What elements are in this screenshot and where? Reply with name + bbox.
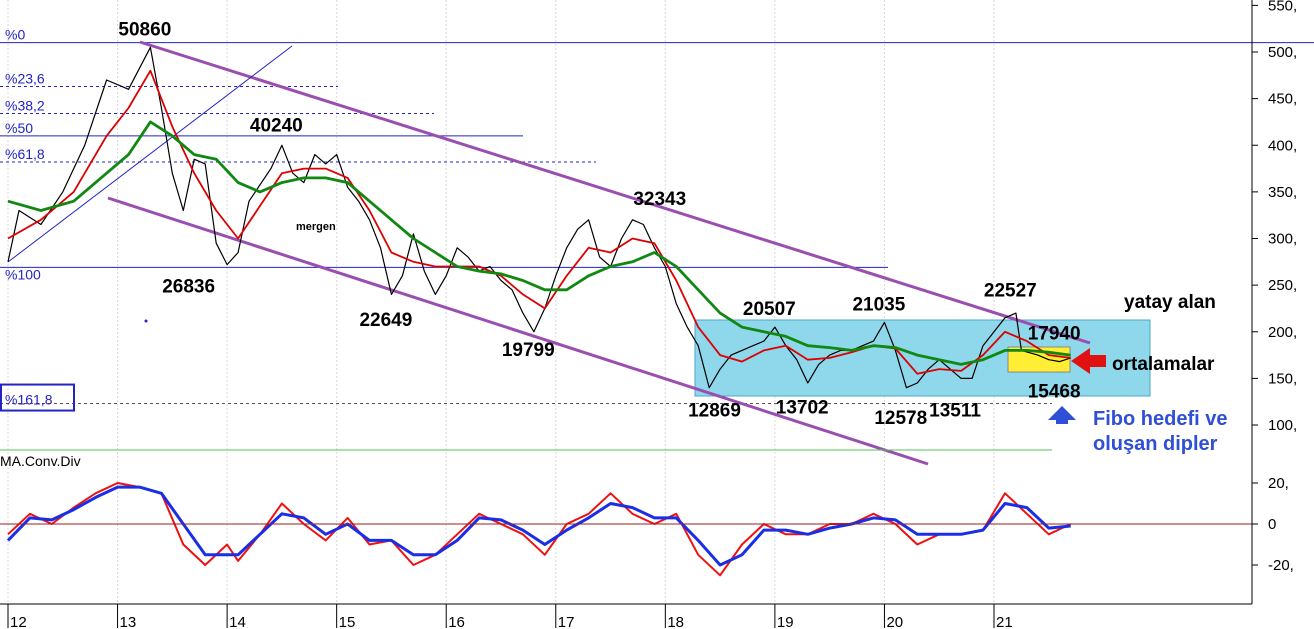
fib-levels: %0 %23,6 %38,2 %50 %61,8 %100 %161,8 xyxy=(0,27,1314,412)
support-trend-line xyxy=(7,45,293,263)
price-label-22649: 22649 xyxy=(359,310,412,331)
fib-label-4: %61,8 xyxy=(5,146,45,162)
osc-tick-label-2: -20, xyxy=(1268,557,1294,574)
blue-arrow-icon xyxy=(1048,406,1076,424)
price-label-13702: 13702 xyxy=(776,398,829,419)
price-label-15468: 15468 xyxy=(1028,382,1081,403)
price-label-20507: 20507 xyxy=(743,299,796,320)
price-label-21035: 21035 xyxy=(852,294,905,315)
price-label-12578: 12578 xyxy=(874,408,927,429)
y-tick-label-4: 350, xyxy=(1268,184,1297,201)
x-tick-label-16: 16 xyxy=(448,614,465,629)
y-tick-label-7: 200, xyxy=(1268,324,1297,341)
channel-lower-line xyxy=(107,196,929,466)
series-macd xyxy=(7,482,1072,577)
y-tick-label-0: 550, xyxy=(1268,0,1297,14)
price-annotations: 50860 40240 26836 22649 19799 32343 12869 20507… xyxy=(118,19,1080,428)
dot-marker xyxy=(144,319,148,323)
red-arrow-icon xyxy=(1071,348,1106,374)
fib-label-1: %23,6 xyxy=(5,71,45,87)
series-signal xyxy=(6,485,1071,567)
fibo-label-1: Fibo hedefi ve xyxy=(1093,408,1227,430)
series-price xyxy=(7,46,1071,389)
price-label-26836: 26836 xyxy=(162,276,215,297)
price-label-32343: 32343 xyxy=(633,189,686,210)
ortalamalar-label: ortalamalar xyxy=(1112,354,1215,375)
osc-tick-label-0: 20, xyxy=(1268,475,1289,492)
x-tick-label-19: 19 xyxy=(777,614,794,629)
x-tick-label-21: 21 xyxy=(996,614,1013,629)
fib-label-2: %38,2 xyxy=(5,98,45,114)
y-tick-label-1: 500, xyxy=(1268,44,1297,61)
y-tick-label-8: 150, xyxy=(1268,370,1297,387)
y-tick-label-5: 300, xyxy=(1268,231,1297,248)
x-tick-label-14: 14 xyxy=(229,614,246,629)
y-axis-ticks: 550, 500, 450, 400, 350, 300, 250, 200, 150, 100,… xyxy=(1252,0,1297,574)
price-label-17940: 17940 xyxy=(1028,323,1081,344)
price-label-12869: 12869 xyxy=(688,400,741,421)
price-label-13511: 13511 xyxy=(929,400,981,421)
x-tick-label-12: 12 xyxy=(10,614,27,629)
series-ma_long xyxy=(7,120,1071,366)
y-tick-label-3: 400, xyxy=(1268,137,1297,154)
fib-label-0: %0 xyxy=(5,27,25,43)
fibo-label-2: oluşan dipler xyxy=(1093,433,1218,455)
grid xyxy=(7,0,995,604)
x-tick-label-13: 13 xyxy=(120,614,137,629)
osc-tick-label-1: 0 xyxy=(1268,516,1276,533)
price-label-40240: 40240 xyxy=(250,115,303,136)
fib-label-5: %100 xyxy=(5,266,41,282)
fib-label-3: %50 xyxy=(5,120,33,136)
y-tick-label-2: 450, xyxy=(1268,91,1297,108)
x-tick-label-20: 20 xyxy=(886,614,903,629)
y-tick-label-9: 100, xyxy=(1268,417,1297,434)
x-tick-label-15: 15 xyxy=(339,614,356,629)
price-label-50860: 50860 xyxy=(118,19,171,40)
y-tick-label-6: 250, xyxy=(1268,277,1297,294)
x-axis-ticks: 12 13 14 15 16 17 18 19 20 21 xyxy=(7,604,1013,629)
osc-title: MA.Conv.Div xyxy=(0,453,81,469)
channel-upper-line xyxy=(139,40,1091,345)
series-ma_short xyxy=(7,69,1071,375)
fib-label-6: %161,8 xyxy=(5,392,53,408)
fib-161-box xyxy=(0,383,75,412)
x-tick-label-18: 18 xyxy=(667,614,684,629)
price-label-22527: 22527 xyxy=(984,280,1037,301)
x-tick-label-17: 17 xyxy=(558,614,575,629)
series-group xyxy=(6,46,1072,577)
mergen-label: mergen xyxy=(296,221,336,233)
price-label-19799: 19799 xyxy=(502,340,555,361)
yatay-alan-label: yatay alan xyxy=(1124,292,1216,313)
